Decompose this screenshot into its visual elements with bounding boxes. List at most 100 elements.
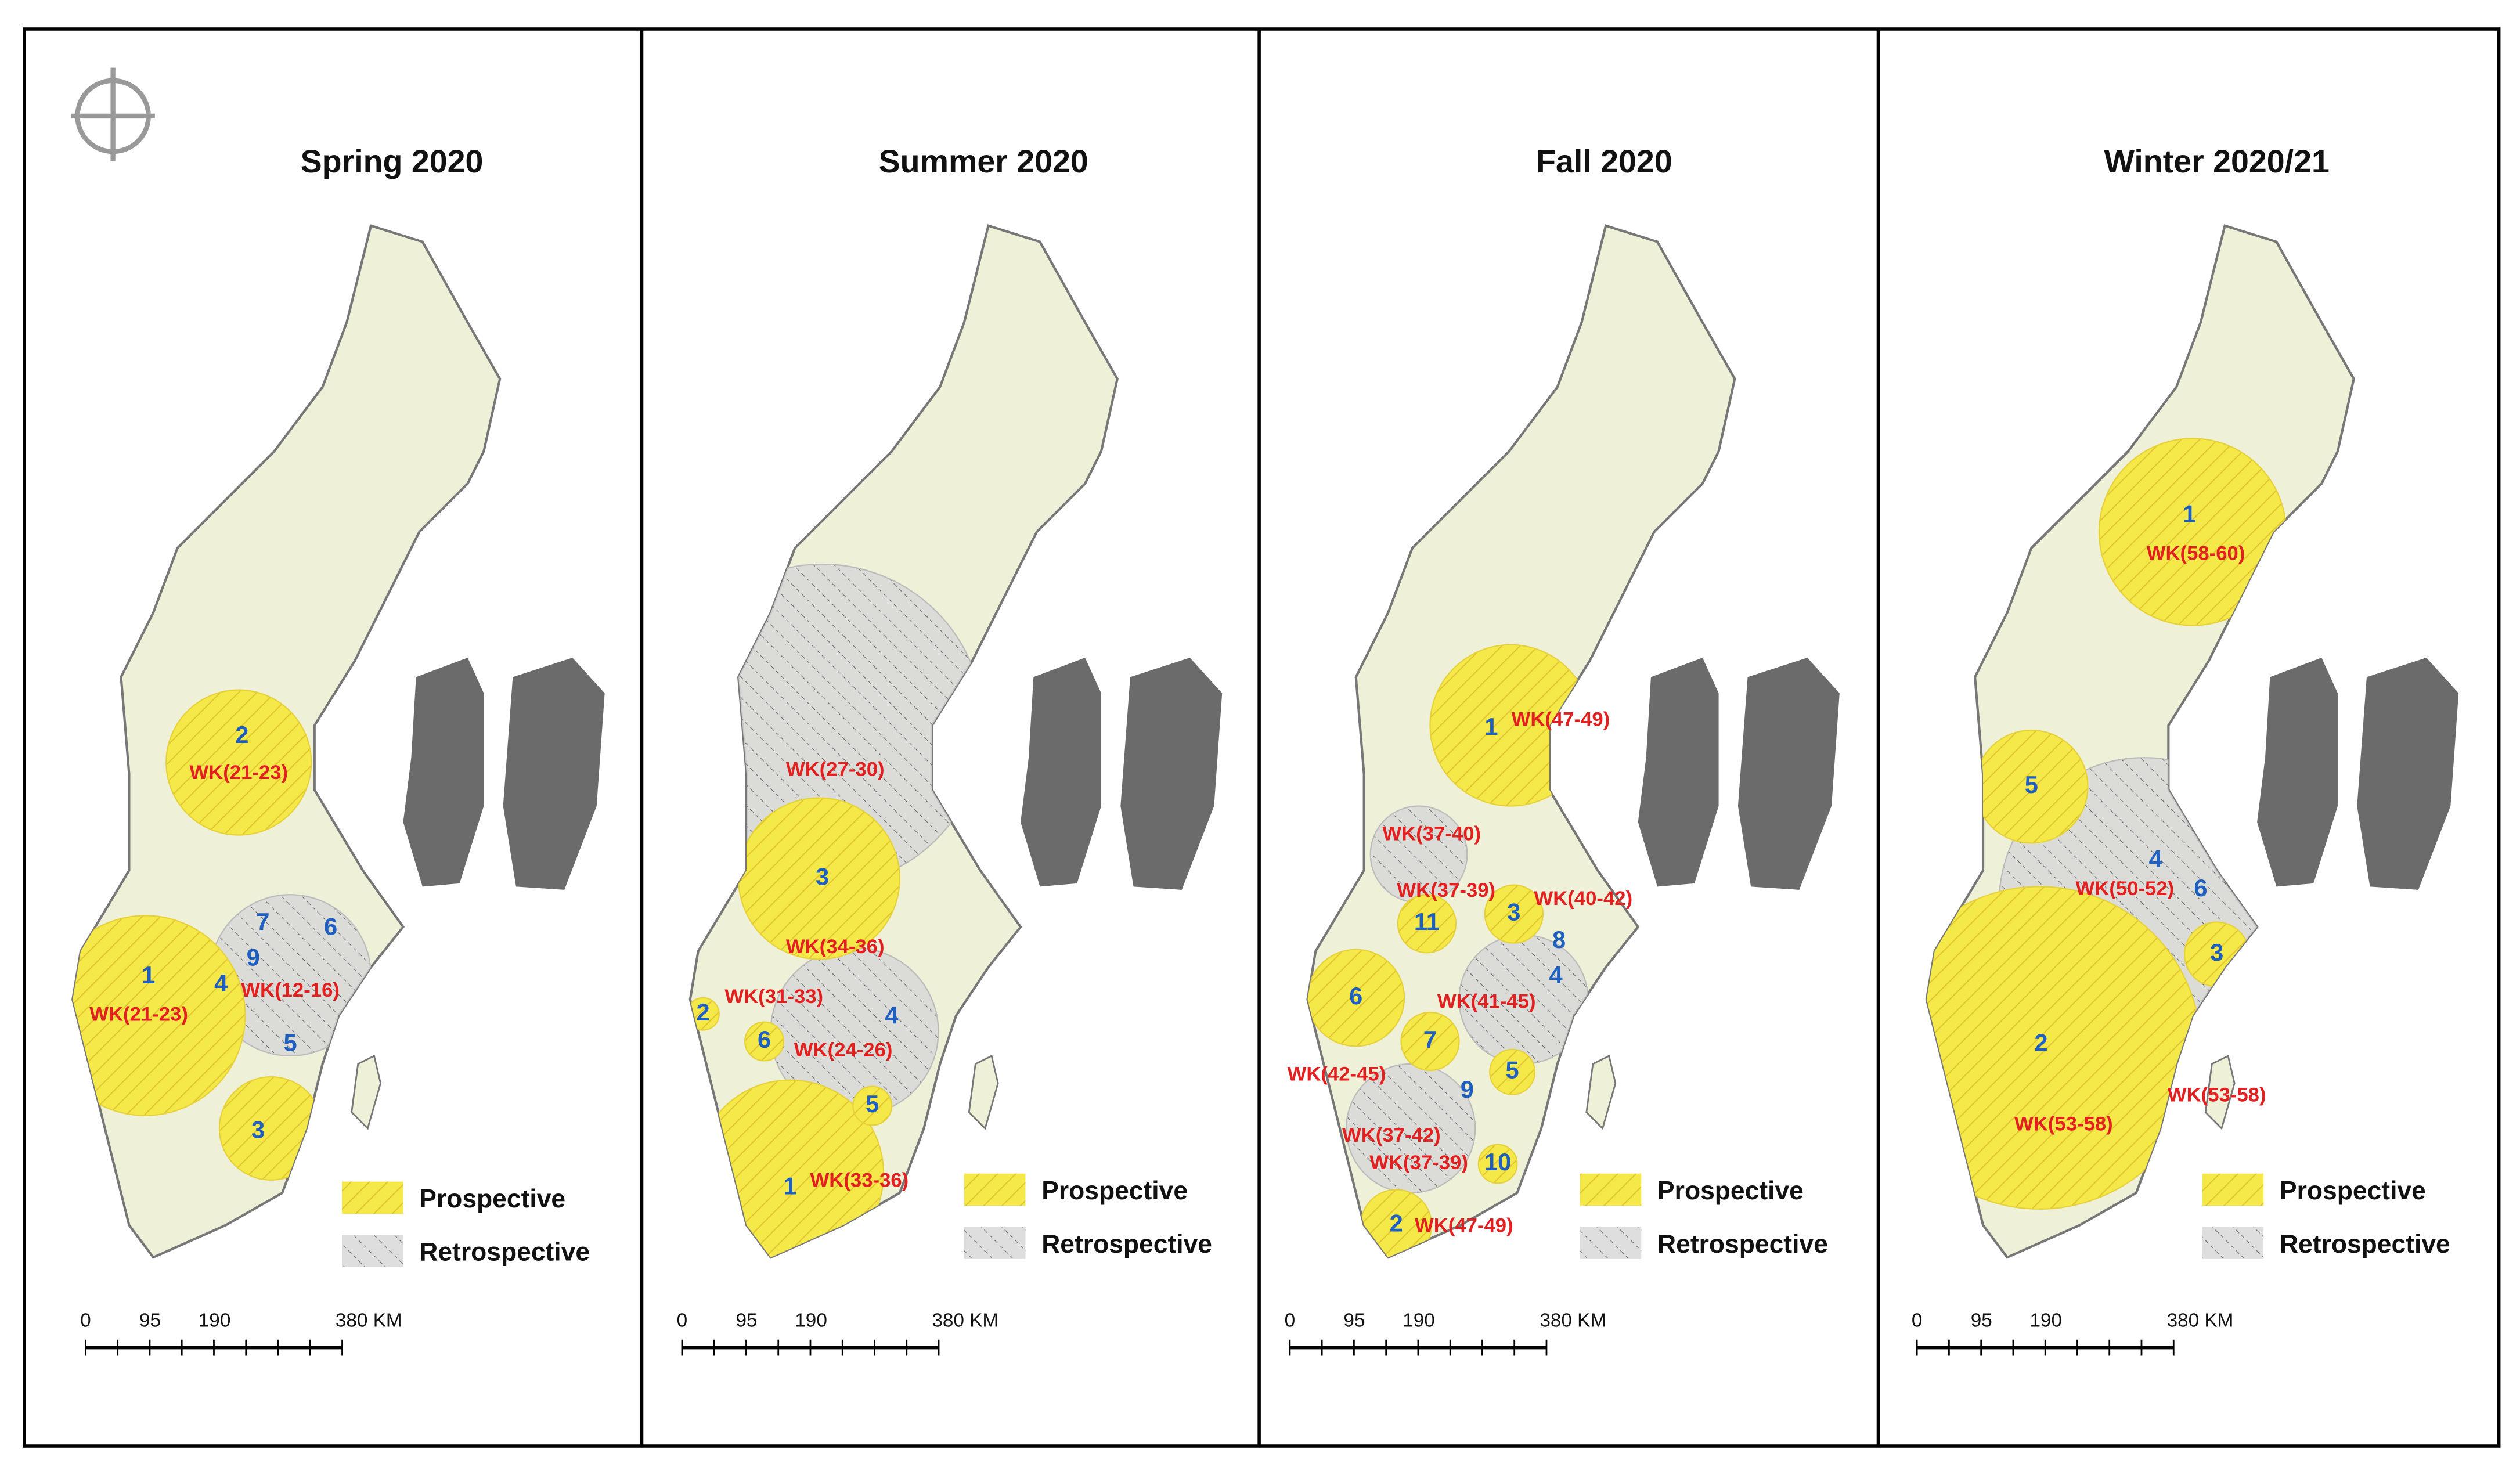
panel-title: Summer 2020 [879,143,1088,179]
legend-swatch [1580,1173,1642,1206]
north-arrow [71,67,155,161]
week-label: WK(42-45) [1288,1063,1386,1085]
cluster-area [1397,894,1457,954]
cluster-number: 1 [1484,713,1498,740]
panel-title: Spring 2020 [301,143,484,179]
week-label: WK(50-52) [2076,878,2175,900]
week-label: WK(37-40) [1382,823,1481,845]
cluster-number: 1 [783,1173,796,1200]
legend-label: Retrospective [1657,1230,1828,1258]
scale-label: 190 [795,1310,827,1332]
week-label: WK(24-26) [794,1039,893,1061]
week-label: WK(27-30) [786,759,885,781]
cluster-number: 8 [1552,926,1566,953]
week-label: WK(12-16) [241,979,340,1001]
cluster-area [1489,1048,1536,1095]
cluster-number: 1 [142,961,155,989]
cluster-number: 6 [324,913,337,940]
cluster-number: 7 [256,908,269,935]
legend-swatch [964,1173,1026,1206]
scale-label: 0 [677,1310,688,1332]
cluster-number: 4 [885,1001,898,1029]
cluster-number: 9 [1461,1076,1474,1103]
panel [45,226,605,1257]
clusters [73,689,377,1181]
scale-label: 380 KM [932,1310,998,1332]
inset-map [403,658,484,887]
scale-label: 95 [736,1310,757,1332]
cluster-area [1477,1144,1518,1184]
scale-label: 0 [1285,1310,1296,1332]
cluster-number: 5 [1506,1056,1519,1084]
scale-label: 0 [80,1310,91,1332]
week-label: WK(41-45) [1437,990,1536,1012]
week-label: WK(34-36) [786,936,885,958]
cluster-number: 5 [284,1029,297,1056]
legend-label: Prospective [1041,1177,1188,1205]
scale-label: 95 [1971,1310,1992,1332]
scale-label: 95 [1343,1310,1365,1332]
scale-label: 190 [2030,1310,2063,1332]
inset-map [2357,658,2459,890]
legend-label: Prospective [1657,1177,1804,1205]
panel-title: Fall 2020 [1536,143,1672,179]
week-label: WK(53-58) [2014,1113,2113,1135]
week-label: WK(21-23) [189,762,288,784]
cluster-number: 3 [2210,939,2223,966]
cluster-number: 10 [1484,1148,1511,1175]
scale-label: 190 [199,1310,231,1332]
scale-label: 380 KM [336,1310,402,1332]
cluster-number: 1 [2183,500,2196,528]
legend-label: Retrospective [419,1238,590,1267]
legend-label: Prospective [2280,1177,2426,1205]
week-label: WK(31-33) [724,986,823,1008]
week-label: WK(47-49) [1512,709,1610,731]
week-label: WK(58-60) [2147,542,2245,564]
inset-map [2257,658,2338,887]
cluster-number: 5 [866,1090,879,1117]
inset-map [1021,658,1101,887]
cluster-number: 3 [816,863,829,890]
legend-label: Prospective [419,1185,565,1213]
week-label: WK(47-49) [1415,1215,1513,1237]
frame [23,27,2501,1448]
cluster-area [744,1021,784,1062]
cluster-number: 9 [247,943,260,971]
cluster-number: 3 [1507,899,1520,926]
gotland [2204,1054,2236,1130]
cluster-area [73,915,246,1116]
week-label: WK(37-39) [1397,879,1495,901]
cluster-number: 7 [1423,1026,1437,1053]
cluster-area [1400,1011,1460,1072]
legend-label: Retrospective [2280,1230,2450,1258]
cluster-area [852,1085,893,1126]
inset-map [1120,658,1223,890]
week-label: WK(40-42) [1534,888,1632,910]
legend-swatch [341,1235,403,1267]
cluster-number: 6 [758,1026,771,1053]
cluster-number: 4 [214,969,228,997]
cluster-number: 5 [2025,771,2038,798]
cluster-area [1307,949,1405,1047]
legend-swatch [341,1181,403,1214]
cluster-area [1484,884,1544,944]
scale-label: 380 KM [1540,1310,1606,1332]
cluster-area [165,689,312,836]
scale-label: 95 [139,1310,161,1332]
inset-map [1737,658,1840,890]
cluster-number: 6 [1349,982,1362,1009]
legend-label: Retrospective [1041,1230,1212,1258]
gotland [351,1054,382,1130]
panel-title: Winter 2020/21 [2104,143,2329,179]
scale-label: 0 [1912,1310,1923,1332]
week-label: WK(21-23) [89,1004,188,1026]
scale-label: 190 [1403,1310,1435,1332]
week-label: WK(37-39) [1369,1152,1468,1174]
inset-map [1638,658,1719,887]
cluster-number: 2 [696,998,709,1026]
gotland [1585,1054,1617,1130]
cluster-number: 3 [251,1116,265,1143]
scale-label: 380 KM [2167,1310,2234,1332]
legend-swatch [1580,1227,1642,1259]
